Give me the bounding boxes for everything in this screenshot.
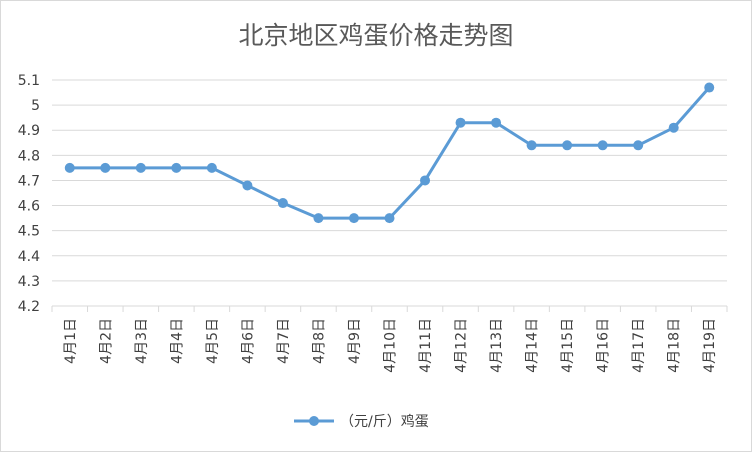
x-tick-label: 4月17日 (631, 318, 647, 373)
legend: （元/斤）鸡蛋 (294, 413, 429, 430)
x-tick-label: 4月5日 (205, 318, 221, 364)
data-point (633, 140, 644, 151)
x-tick-label: 4月19日 (702, 318, 718, 373)
data-point (704, 82, 715, 93)
x-axis: 4月1日 4月2日 4月3日 4月4日 4月5日 4月6日 4月7日 4月8日 4月9日 4月10… (51, 306, 728, 373)
x-tick-label: 4月6日 (240, 318, 256, 364)
y-tick-label: 5.1 (18, 73, 40, 89)
legend-label: （元/斤）鸡蛋 (340, 413, 429, 430)
y-tick-label: 4.4 (18, 249, 40, 265)
x-tick-label: 4月15日 (560, 318, 576, 373)
data-point (171, 162, 182, 173)
x-tick-label: 4月10日 (383, 318, 399, 373)
y-tick-label: 4.9 (18, 123, 40, 139)
y-tick-label: 4.6 (18, 199, 40, 215)
x-tick-label: 4月7日 (276, 318, 292, 364)
y-tick-label: 5 (31, 98, 40, 114)
data-point (384, 213, 395, 224)
x-tick-label: 4月16日 (596, 318, 612, 373)
x-tick-label: 4月13日 (489, 318, 505, 373)
data-point (597, 140, 608, 151)
data-point (562, 140, 573, 151)
data-point (668, 122, 679, 133)
y-axis: 4.2 4.3 4.4 4.5 4.6 4.7 4.8 4.9 5 5.1 (18, 73, 40, 315)
data-point (420, 175, 431, 186)
x-tick-label: 4月2日 (98, 318, 114, 364)
y-tick-label: 4.3 (18, 274, 40, 290)
data-point (491, 117, 502, 128)
data-point (64, 162, 75, 173)
series-line (69, 86, 711, 220)
series-group (64, 82, 715, 224)
data-point (277, 198, 288, 209)
data-point (526, 140, 537, 151)
y-tick-label: 4.8 (18, 148, 40, 164)
x-tick-label: 4月11日 (418, 318, 434, 373)
gridlines (52, 79, 727, 307)
x-tick-label: 4月4日 (169, 318, 185, 364)
y-tick-label: 4.2 (18, 299, 40, 315)
x-tick-label: 4月3日 (134, 318, 150, 364)
legend-marker (309, 416, 319, 426)
data-point (206, 162, 217, 173)
x-tick-label: 4月14日 (525, 318, 541, 373)
data-point (242, 180, 253, 191)
x-tick-label: 4月12日 (454, 318, 470, 373)
data-point (348, 213, 359, 224)
y-tick-label: 4.7 (18, 173, 40, 189)
data-point (455, 117, 466, 128)
chart-title: 北京地区鸡蛋价格走势图 (238, 21, 513, 50)
data-point (135, 162, 146, 173)
x-tick-label: 4月18日 (667, 318, 683, 373)
x-tick-label: 4月1日 (63, 318, 79, 364)
data-point (100, 162, 111, 173)
data-point (313, 213, 324, 224)
x-tick-label: 4月9日 (347, 318, 363, 364)
x-tick-label: 4月8日 (311, 318, 327, 364)
y-tick-label: 4.5 (18, 224, 40, 240)
